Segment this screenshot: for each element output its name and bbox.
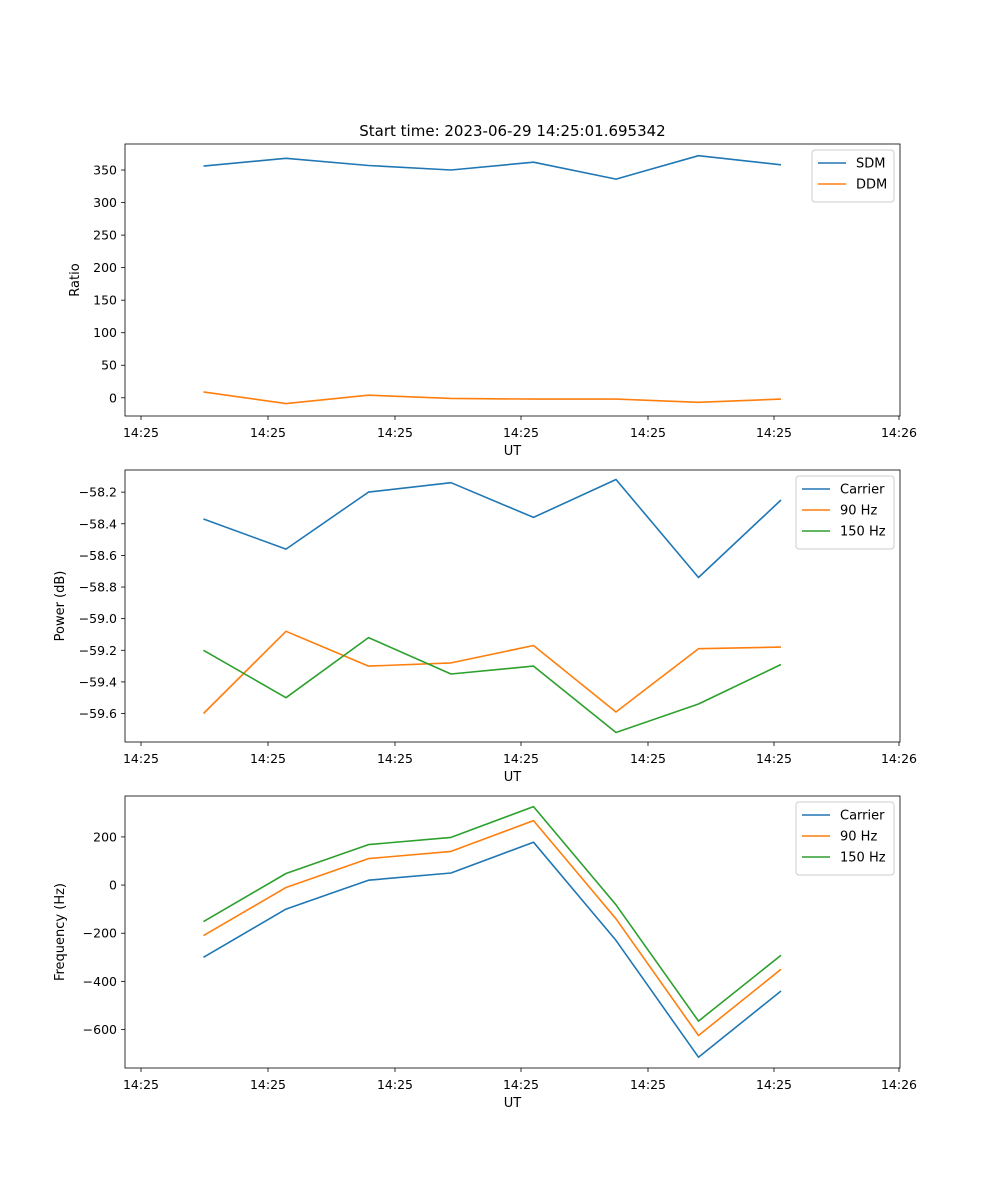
x-tick-label: 14:25 [123,751,159,766]
series-line-150-hz [203,805,782,1022]
y-tick-label: −58.6 [79,548,117,563]
x-tick-label: 14:25 [377,425,413,440]
y-tick-label: 0 [109,878,117,893]
legend: Carrier 90 Hz 150 Hz [795,475,895,550]
legend-label: 150 Hz [840,851,886,866]
series-line-90-hz [202,630,782,715]
x-tick-label: 14:25 [630,425,666,440]
figure-title: Start time: 2023-06-29 14:25:01.695342 [359,122,665,140]
x-tick-label: 14:25 [756,425,792,440]
x-tick-label: 14:25 [630,1077,666,1092]
y-tick-label: 350 [93,163,117,178]
y-tick-label: −58.4 [79,516,117,531]
legend: Carrier 90 Hz 150 Hz [795,801,895,876]
y-axis-label: Power (dB) [53,571,68,642]
x-tick-label: 14:26 [881,425,917,440]
legend: SDM DDM [811,149,895,203]
y-tick-label: 300 [93,195,117,210]
legend-label: 150 Hz [840,525,886,540]
legend-label: Carrier [840,483,885,498]
x-tick-label: 14:25 [377,1077,413,1092]
legend-label: SDM [856,157,885,172]
chart-panel-2: −59.6 −59.4 −59.2 −59.0 −58.8 −58.6 −58.4 −58.2… [53,469,917,785]
y-tick-label: 50 [101,358,117,373]
y-tick-label: −600 [83,1022,117,1037]
y-tick-label: 250 [93,228,117,243]
x-tick-label: 14:25 [756,751,792,766]
x-tick-label: 14:25 [250,425,286,440]
y-tick-label: −58.8 [79,580,117,595]
y-tick-label: −59.0 [79,611,117,626]
x-tick-label: 14:25 [756,1077,792,1092]
x-tick-label: 14:25 [123,425,159,440]
series-line-ddm [203,391,782,405]
x-tick-label: 14:25 [250,751,286,766]
y-tick-label: 150 [93,293,117,308]
plot-frame [124,469,901,743]
x-tick-label: 14:26 [881,1077,917,1092]
x-tick-label: 14:25 [503,1077,539,1092]
y-tick-label: −59.2 [79,643,117,658]
x-tick-label: 14:25 [123,1077,159,1092]
x-tick-label: 14:25 [377,751,413,766]
legend-label: 90 Hz [840,504,877,519]
x-tick-label: 14:26 [881,751,917,766]
y-tick-label: 100 [93,325,117,340]
series-line-150-hz [203,636,782,734]
y-tick-label: −200 [83,926,117,941]
chart-panel-3: −600 −400 −200 0 200 14:25 14:25 14:25 14:25 14:2… [53,795,917,1111]
y-tick-label: 0 [109,390,117,405]
y-axis-label: Frequency (Hz) [53,883,68,981]
y-axis-label: Ratio [68,263,83,296]
x-tick-label: 14:25 [503,425,539,440]
y-tick-label: −400 [83,974,117,989]
y-tick-label: −58.2 [79,485,117,500]
series-line-90-hz [203,819,782,1037]
x-axis-label: UT [504,444,522,459]
x-axis-label: UT [504,770,522,785]
legend-label: DDM [856,178,887,193]
series-line-sdm [203,154,782,180]
x-tick-label: 14:25 [250,1077,286,1092]
x-axis-label: UT [504,1096,522,1111]
series-line-carrier [203,478,782,579]
y-tick-label: −59.4 [79,674,117,689]
legend-label: 90 Hz [840,830,877,845]
series-line-carrier [203,841,782,1058]
plot-frame [124,143,901,417]
x-tick-label: 14:25 [630,751,666,766]
plot-frame [124,795,901,1069]
x-tick-label: 14:25 [503,751,539,766]
y-tick-label: −59.6 [79,706,117,721]
legend-label: Carrier [840,809,885,824]
y-tick-label: 200 [93,260,117,275]
chart-panel-1: 0 50 100 150 200 250 300 350 14:25 14:25 14:25 14:2… [68,143,917,459]
y-tick-label: 200 [93,829,117,844]
